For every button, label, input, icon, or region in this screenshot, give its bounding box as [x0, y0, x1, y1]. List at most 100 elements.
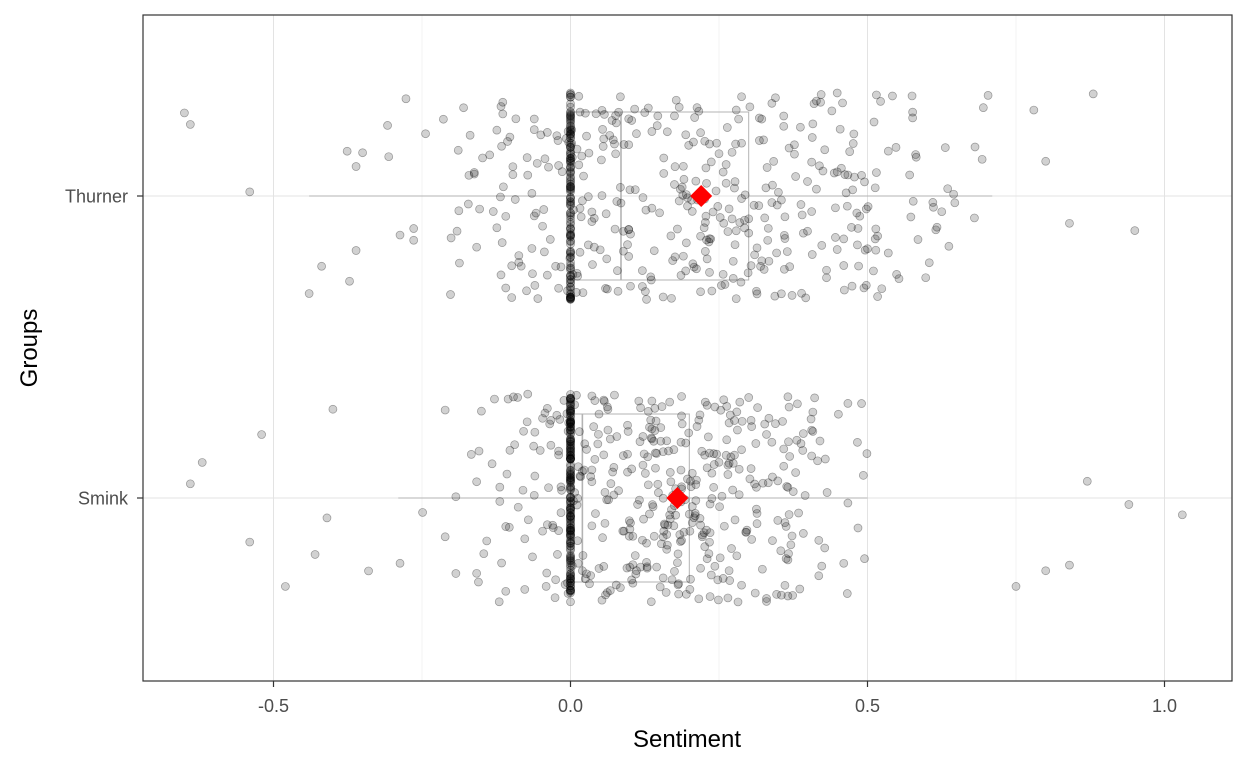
data-point [638, 193, 648, 202]
data-point [619, 226, 628, 236]
data-point [322, 513, 332, 523]
data-point [623, 240, 632, 249]
data-point [894, 274, 904, 284]
data-point [542, 128, 552, 137]
data-point [566, 393, 575, 403]
data-point [583, 192, 593, 201]
data-point [841, 188, 851, 198]
data-point [767, 437, 777, 447]
data-point [566, 512, 575, 522]
data-point [731, 105, 741, 115]
data-point [545, 419, 555, 429]
data-point [683, 201, 692, 211]
data-point [566, 503, 575, 513]
data-point [475, 204, 484, 214]
data-point [737, 194, 746, 203]
data-point [566, 434, 575, 444]
data-point [566, 588, 575, 598]
data-point [555, 415, 565, 424]
data-point [566, 416, 575, 426]
data-point [532, 158, 542, 168]
data-point [566, 247, 575, 257]
data-point [662, 544, 672, 554]
data-point [681, 589, 691, 599]
data-point [628, 560, 638, 570]
data-point [610, 390, 619, 400]
data-point [860, 177, 869, 187]
data-point [783, 392, 793, 402]
data-point [485, 150, 495, 160]
data-point [351, 246, 361, 255]
data-point [803, 226, 812, 236]
data-point [602, 588, 612, 597]
data-point [564, 418, 574, 428]
data-point [566, 437, 575, 446]
data-point [705, 499, 715, 509]
data-point [740, 215, 749, 225]
data-point [566, 469, 575, 479]
data-point [731, 294, 741, 304]
data-point [970, 213, 979, 223]
data-point [573, 494, 582, 503]
data-point [597, 105, 607, 115]
data-point [574, 91, 584, 101]
data-point [554, 526, 563, 535]
data-point [686, 476, 695, 486]
data-point [566, 471, 575, 481]
data-point [702, 400, 712, 410]
data-point [566, 230, 575, 239]
data-point [667, 505, 676, 514]
data-point [566, 406, 575, 415]
data-point [722, 401, 732, 411]
x-axis-title: Sentiment [633, 726, 741, 753]
data-point [605, 434, 615, 444]
data-point [566, 237, 575, 246]
data-point [840, 170, 850, 179]
data-point [566, 390, 575, 399]
data-point [870, 183, 880, 193]
data-point [730, 515, 740, 525]
data-point [566, 460, 575, 469]
data-point [777, 195, 786, 205]
data-point [801, 293, 811, 303]
data-point [785, 262, 795, 271]
data-point [694, 415, 704, 425]
data-point [782, 247, 792, 256]
data-point [575, 107, 585, 117]
data-point [741, 527, 751, 537]
data-point [685, 585, 695, 594]
data-point [696, 563, 705, 573]
data-point [566, 443, 575, 453]
data-point [566, 289, 575, 298]
data-point [638, 266, 647, 275]
data-point [727, 147, 737, 157]
data-point [600, 396, 609, 406]
data-point [446, 233, 456, 243]
data-point [566, 406, 575, 416]
data-point [523, 170, 533, 180]
data-point [816, 97, 825, 107]
data-point [731, 139, 740, 149]
data-point [812, 184, 821, 194]
data-point [717, 281, 726, 290]
data-point [566, 425, 575, 435]
data-point [702, 254, 712, 264]
data-point [600, 110, 609, 119]
data-point [850, 172, 859, 182]
data-point [681, 266, 691, 276]
data-point [721, 450, 731, 460]
data-point [730, 450, 739, 460]
data-point [538, 526, 547, 536]
data-point [566, 475, 575, 485]
data-point [662, 530, 672, 539]
data-point [577, 151, 587, 161]
data-point [553, 550, 562, 559]
data-point [740, 223, 749, 233]
data-point [566, 154, 575, 164]
data-point [566, 571, 575, 580]
data-point [566, 88, 575, 98]
data-point [497, 238, 507, 247]
data-point [649, 436, 659, 446]
data-point [566, 585, 575, 595]
data-point [645, 422, 654, 432]
